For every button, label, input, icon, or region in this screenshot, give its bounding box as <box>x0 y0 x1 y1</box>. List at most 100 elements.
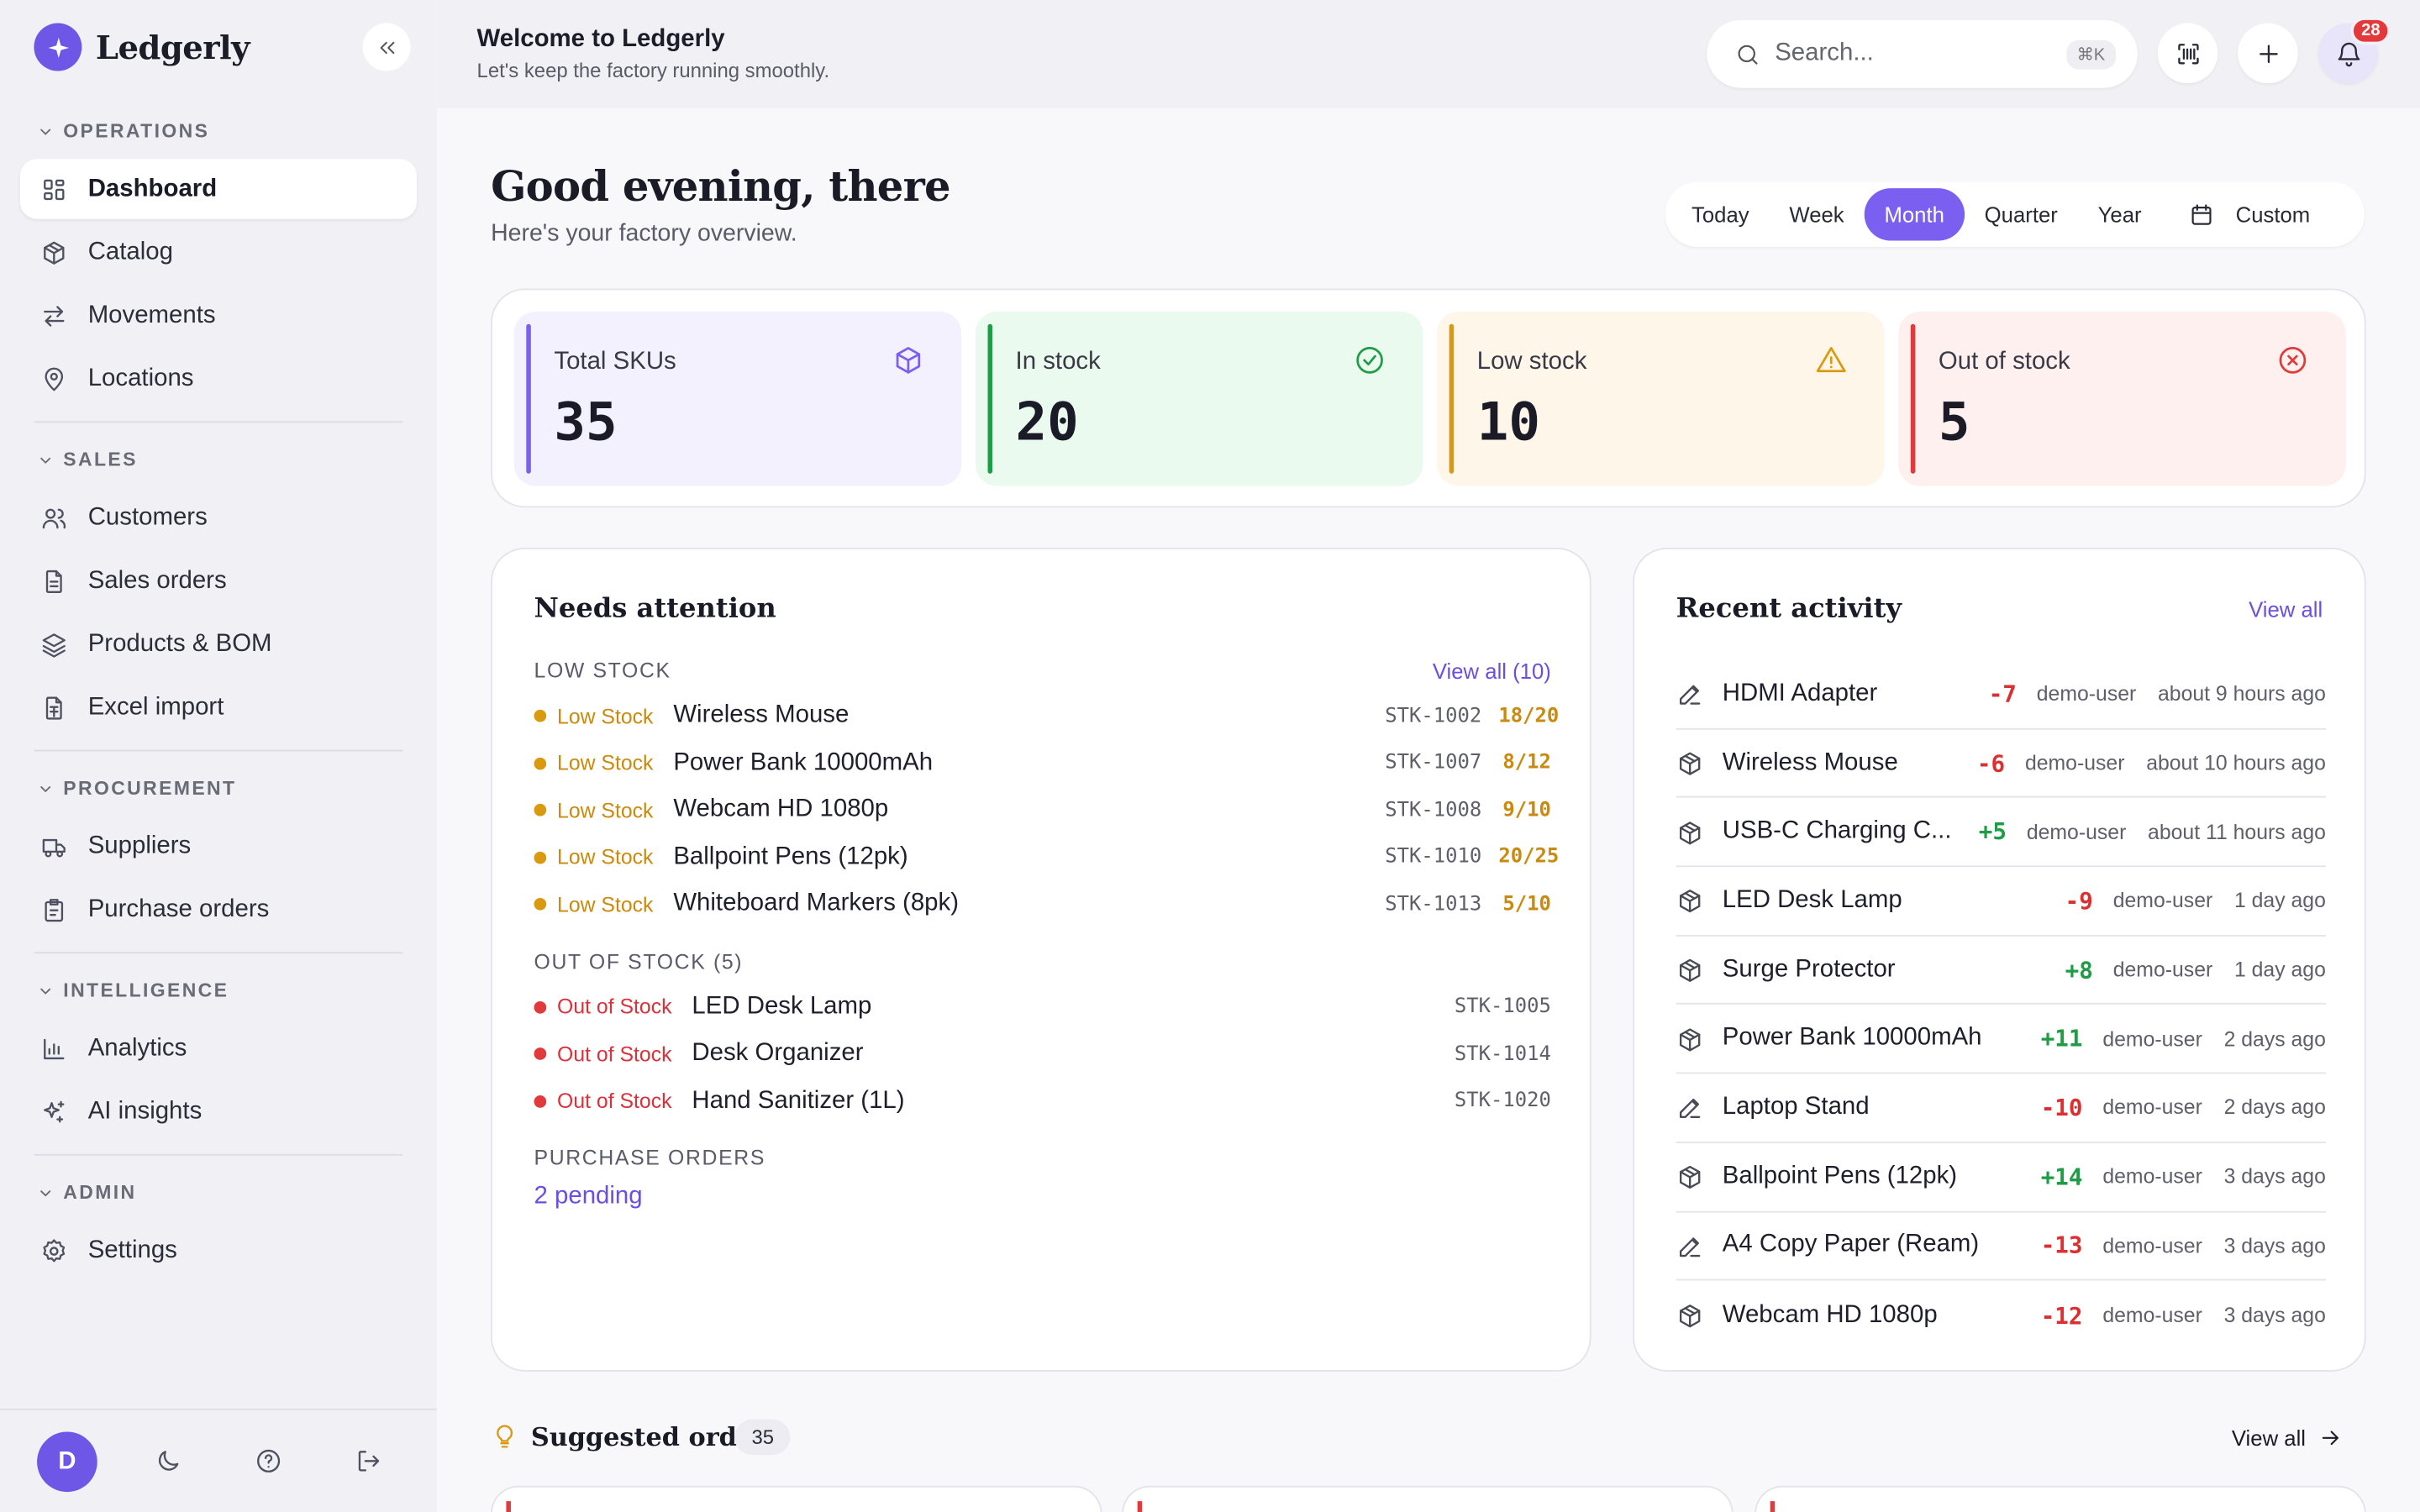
sidebar-item-label: Excel import <box>87 693 224 720</box>
activity-row[interactable]: HDMI Adapter -7 demo-user about 9 hours ago <box>1676 660 2326 730</box>
period-quarter[interactable]: Quarter <box>1965 188 2078 240</box>
sidebar-item-suppliers[interactable]: Suppliers <box>20 816 417 877</box>
period-week[interactable]: Week <box>1770 188 1865 240</box>
nav-divider <box>34 952 403 954</box>
notifications-button[interactable]: 28 <box>2317 17 2391 84</box>
arrow-right-icon <box>2322 1431 2339 1446</box>
users-icon <box>42 507 66 528</box>
avatar[interactable]: D <box>37 1431 97 1493</box>
suggested-view-all-label: View all <box>2231 1425 2307 1451</box>
stat-card-in-stock[interactable]: In stock 20 <box>975 312 1423 486</box>
item-sku: STK-1014 <box>1454 1042 1551 1066</box>
activity-row[interactable]: USB-C Charging C... +5 demo-user about 11 h… <box>1676 798 2326 868</box>
stat-card-out-of-stock[interactable]: Out of stock 5 <box>1898 312 2346 486</box>
scan-button[interactable] <box>2157 23 2218 84</box>
status-label: Low Stock <box>557 845 654 869</box>
help-icon[interactable] <box>255 1447 282 1483</box>
item-quantity: 9/10 <box>1502 798 1551 822</box>
sparkles-icon <box>44 1100 65 1122</box>
nav-divider <box>34 1153 403 1156</box>
activity-item-name: A4 Copy Paper (Ream) <box>1722 1231 1980 1258</box>
suggested-view-all-button[interactable]: View all <box>2232 1425 2343 1450</box>
recent-view-all-link[interactable]: View all <box>2249 596 2323 622</box>
notification-badge: 28 <box>2350 17 2391 45</box>
top-bar: Welcome to Ledgerly Let's keep the facto… <box>436 0 2420 108</box>
stat-value: 35 <box>554 391 618 454</box>
search-input[interactable] <box>1775 39 2038 68</box>
activity-row[interactable]: Ballpoint Pens (12pk) +14 demo-user 3 days … <box>1676 1143 2326 1212</box>
out-of-stock-row[interactable]: Out of Stock LED Desk Lamp STK-1005 <box>534 984 1551 1031</box>
stat-card-total-skus[interactable]: Total SKUs 35 <box>513 312 962 486</box>
sidebar-item-ai-insights[interactable]: AI insights <box>20 1082 417 1142</box>
sidebar-item-locations[interactable]: Locations <box>20 349 417 409</box>
period-label: Month <box>1884 202 1944 227</box>
box-icon <box>1679 821 1701 844</box>
low-stock-row[interactable]: Low Stock Power Bank 10000mAh STK-1007 8/12 <box>534 740 1551 787</box>
period-label: Week <box>1789 202 1844 227</box>
box-icon <box>1679 1166 1701 1189</box>
sidebar-item-sales-orders[interactable]: Sales orders <box>20 551 417 612</box>
low-stock-view-all-link[interactable]: View all (10) <box>1432 658 1551 683</box>
sidebar-item-dashboard[interactable]: Dashboard <box>19 159 417 219</box>
sidebar-item-excel-import[interactable]: Excel import <box>20 677 417 738</box>
chevron-down-icon <box>40 987 51 994</box>
suggested-order-card[interactable] <box>1754 1485 2366 1512</box>
brand[interactable]: Ledgerly <box>34 23 250 71</box>
period-today[interactable]: Today <box>1671 188 1769 240</box>
sidebar-item-settings[interactable]: Settings <box>20 1221 417 1281</box>
stat-accent-bar <box>1449 323 1455 474</box>
period-year[interactable]: Year <box>2078 188 2162 240</box>
pending-orders-link[interactable]: 2 pending <box>534 1183 643 1210</box>
map-pin-icon <box>45 366 64 391</box>
scan-barcode-icon <box>2177 43 2198 64</box>
low-stock-row[interactable]: Low Stock Whiteboard Markers (8pk) STK-101… <box>534 881 1551 928</box>
suggested-order-card[interactable] <box>1122 1485 1733 1512</box>
box-icon <box>1679 1305 1701 1328</box>
activity-row[interactable]: Power Bank 10000mAh +11 demo-user 2 days ag… <box>1676 1005 2326 1074</box>
low-stock-row[interactable]: Low Stock Wireless Mouse STK-1002 18/20 <box>534 693 1559 740</box>
sidebar-item-label: Products & BOM <box>87 630 272 657</box>
nav-section-toggle[interactable]: SALES <box>34 433 402 486</box>
sidebar-item-analytics[interactable]: Analytics <box>20 1018 417 1079</box>
nav-section-toggle[interactable]: PROCUREMENT <box>34 762 402 814</box>
item-name: Ballpoint Pens (12pk) <box>673 843 908 870</box>
activity-row[interactable]: Laptop Stand -10 demo-user 2 days ago <box>1676 1074 2326 1143</box>
purchase-orders-heading: PURCHASE ORDERS <box>534 1146 766 1170</box>
status-label: Out of Stock <box>557 995 672 1019</box>
sidebar-item-catalog[interactable]: Catalog <box>20 222 417 282</box>
sidebar-item-customers[interactable]: Customers <box>20 487 417 548</box>
stat-card-low-stock[interactable]: Low stock 10 <box>1436 312 1885 486</box>
nav-section-title: OPERATIONS <box>63 120 210 142</box>
add-button[interactable] <box>2238 23 2298 84</box>
low-stock-row[interactable]: Low Stock Webcam HD 1080p STK-1008 9/10 <box>534 787 1551 834</box>
activity-row[interactable]: LED Desk Lamp -9 demo-user 1 day ago <box>1676 867 2326 937</box>
item-sku: STK-1007 <box>1385 751 1482 775</box>
nav-section-toggle[interactable]: INTELLIGENCE <box>34 964 402 1016</box>
activity-row[interactable]: A4 Copy Paper (Ream) -13 demo-user 3 days a… <box>1676 1212 2326 1281</box>
suggested-order-card[interactable] <box>491 1485 1102 1512</box>
activity-user: demo-user <box>2102 1304 2202 1327</box>
out-of-stock-row[interactable]: Out of Stock Hand Sanitizer (1L) STK-1020 <box>534 1078 1551 1125</box>
activity-row[interactable]: Surge Protector +8 demo-user 1 day ago <box>1676 936 2326 1005</box>
stat-value: 10 <box>1476 391 1540 454</box>
activity-time: 1 day ago <box>2233 889 2326 913</box>
arrows-icon <box>44 305 65 326</box>
activity-time: 3 days ago <box>2223 1164 2326 1189</box>
period-custom[interactable]: Custom <box>2168 188 2330 240</box>
activity-row[interactable]: Webcam HD 1080p -12 demo-user 3 days ago <box>1676 1281 2326 1350</box>
sidebar-item-purchase-orders[interactable]: Purchase orders <box>20 879 417 940</box>
sidebar-item-products-and-bom[interactable]: Products & BOM <box>20 614 417 675</box>
logout-icon[interactable] <box>355 1447 382 1483</box>
moon-icon[interactable] <box>155 1447 182 1483</box>
activity-row[interactable]: Wireless Mouse -6 demo-user about 10 hours … <box>1676 729 2326 799</box>
activity-user: demo-user <box>2024 751 2125 775</box>
sidebar-item-movements[interactable]: Movements <box>20 286 417 346</box>
out-of-stock-row[interactable]: Out of Stock Desk Organizer STK-1014 <box>534 1031 1551 1078</box>
period-month[interactable]: Month <box>1864 188 1965 241</box>
nav-section-admin: ADMIN Settings <box>34 1167 402 1281</box>
nav-section-toggle[interactable]: ADMIN <box>34 1167 402 1219</box>
collapse-sidebar-button[interactable] <box>362 23 411 71</box>
search-box[interactable]: ⌘K <box>1707 19 2138 88</box>
nav-section-toggle[interactable]: OPERATIONS <box>34 105 402 157</box>
low-stock-row[interactable]: Low Stock Ballpoint Pens (12pk) STK-1010 20… <box>534 834 1559 881</box>
